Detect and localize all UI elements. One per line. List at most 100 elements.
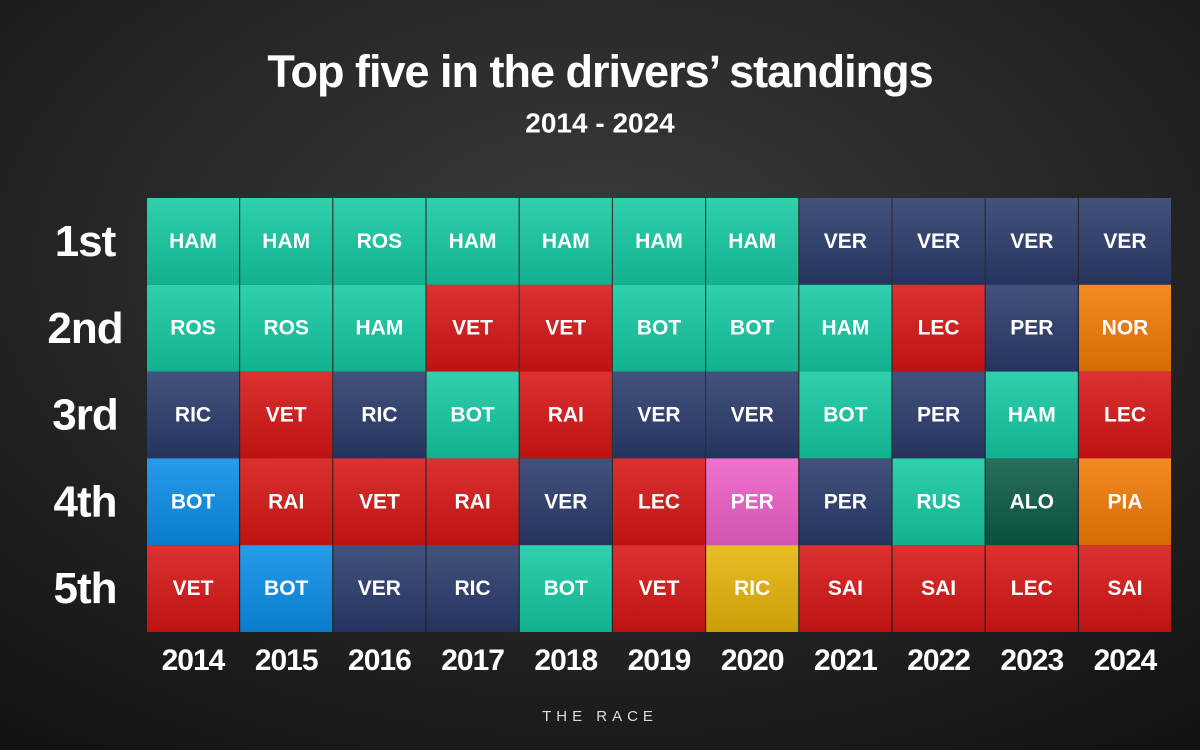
driver-code: RIC: [175, 404, 211, 427]
cell-shade: [519, 198, 612, 285]
cell-shade: [147, 284, 239, 372]
driver-code: PER: [731, 490, 774, 513]
cell-shade: [333, 458, 426, 546]
cell-shade: [1079, 284, 1171, 372]
cell-shade: [706, 371, 799, 459]
cell-shade: [799, 198, 892, 285]
cell-shade: [892, 284, 985, 372]
year-label: 2021: [814, 644, 877, 677]
cell-shade: [985, 284, 1078, 372]
driver-code: RIC: [734, 577, 770, 600]
driver-code: HAM: [449, 230, 497, 253]
cell-shade: [706, 458, 799, 546]
driver-code: RAI: [455, 490, 491, 513]
driver-code: LEC: [1011, 577, 1053, 600]
driver-code: BOT: [637, 317, 682, 340]
cell-shade: [892, 198, 985, 285]
cell-shade: [426, 458, 519, 546]
driver-code: LEC: [1104, 404, 1146, 427]
driver-code: RAI: [268, 490, 304, 513]
driver-code: ROS: [170, 317, 216, 340]
year-label: 2017: [441, 644, 504, 677]
cell-shade: [799, 371, 892, 459]
driver-code: VER: [544, 490, 587, 513]
cell-shade: [613, 545, 705, 632]
driver-code: HAM: [169, 230, 217, 253]
driver-code: HAM: [262, 230, 310, 253]
cell-shade: [985, 198, 1078, 285]
driver-code: SAI: [828, 577, 863, 600]
driver-code: RAI: [548, 404, 584, 427]
cell-shade: [147, 458, 239, 546]
cell-shade: [519, 458, 612, 546]
year-label: 2022: [907, 644, 970, 677]
driver-code: VET: [452, 317, 493, 340]
cell-shade: [613, 371, 705, 459]
title: Top five in the drivers’ standings: [267, 46, 932, 97]
position-label: 1st: [55, 217, 117, 266]
driver-code: LEC: [918, 317, 960, 340]
driver-code: VER: [917, 230, 960, 253]
driver-code: PIA: [1107, 490, 1142, 513]
cell-shade: [706, 284, 799, 372]
cell-shade: [892, 545, 985, 632]
driver-code: RIC: [361, 404, 397, 427]
cell-shade: [1079, 371, 1171, 459]
driver-code: HAM: [355, 317, 403, 340]
driver-code: VER: [731, 404, 774, 427]
cell-shade: [333, 545, 426, 632]
cell-shade: [985, 545, 1078, 632]
driver-code: VER: [358, 577, 401, 600]
cell-shade: [147, 198, 239, 285]
driver-code: BOT: [264, 577, 309, 600]
driver-code: BOT: [171, 490, 216, 513]
driver-code: BOT: [823, 404, 868, 427]
year-label: 2015: [255, 644, 318, 677]
position-label: 3rd: [52, 391, 117, 440]
cell-shade: [240, 371, 333, 459]
cell-shade: [1079, 545, 1171, 632]
cell-shade: [985, 458, 1078, 546]
driver-code: SAI: [1107, 577, 1142, 600]
cell-shade: [426, 371, 519, 459]
driver-code: ROS: [263, 317, 309, 340]
driver-code: RUS: [916, 490, 960, 513]
cell-shade: [613, 284, 705, 372]
driver-code: ALO: [1010, 490, 1054, 513]
cell-shade: [985, 371, 1078, 459]
cell-shade: [613, 458, 705, 546]
driver-code: VER: [1103, 230, 1146, 253]
year-label: 2023: [1000, 644, 1063, 677]
year-label: 2016: [348, 644, 411, 677]
cell-shade: [240, 198, 333, 285]
driver-code: RIC: [455, 577, 491, 600]
driver-code: HAM: [821, 317, 869, 340]
driver-code: VET: [266, 404, 307, 427]
driver-code: BOT: [730, 317, 775, 340]
cell-shade: [706, 545, 799, 632]
year-label: 2020: [721, 644, 784, 677]
year-label: 2019: [628, 644, 691, 677]
position-label: 4th: [54, 477, 117, 526]
position-label: 2nd: [47, 304, 122, 353]
cell-shade: [333, 371, 426, 459]
cell-shade: [706, 198, 799, 285]
subtitle: 2014 - 2024: [525, 107, 675, 138]
cell-shade: [799, 284, 892, 372]
cell-shade: [799, 545, 892, 632]
driver-code: VET: [359, 490, 400, 513]
cell-shade: [147, 371, 239, 459]
driver-code: VER: [1010, 230, 1053, 253]
driver-code: VER: [637, 404, 680, 427]
cell-shade: [240, 458, 333, 546]
cell-shade: [892, 371, 985, 459]
driver-code: ROS: [357, 230, 403, 253]
footer-logo: THE RACE: [542, 708, 658, 725]
cell-shade: [1079, 458, 1171, 546]
cell-shade: [519, 284, 612, 372]
cell-shade: [519, 545, 612, 632]
driver-code: HAM: [1008, 404, 1056, 427]
standings-grid: 1st 2nd 3rd 4th 5th HAM ROS RIC BOT VET 2014 HAM ROS…: [47, 198, 1171, 677]
cell-shade: [1079, 198, 1171, 285]
position-label: 5th: [54, 564, 117, 613]
